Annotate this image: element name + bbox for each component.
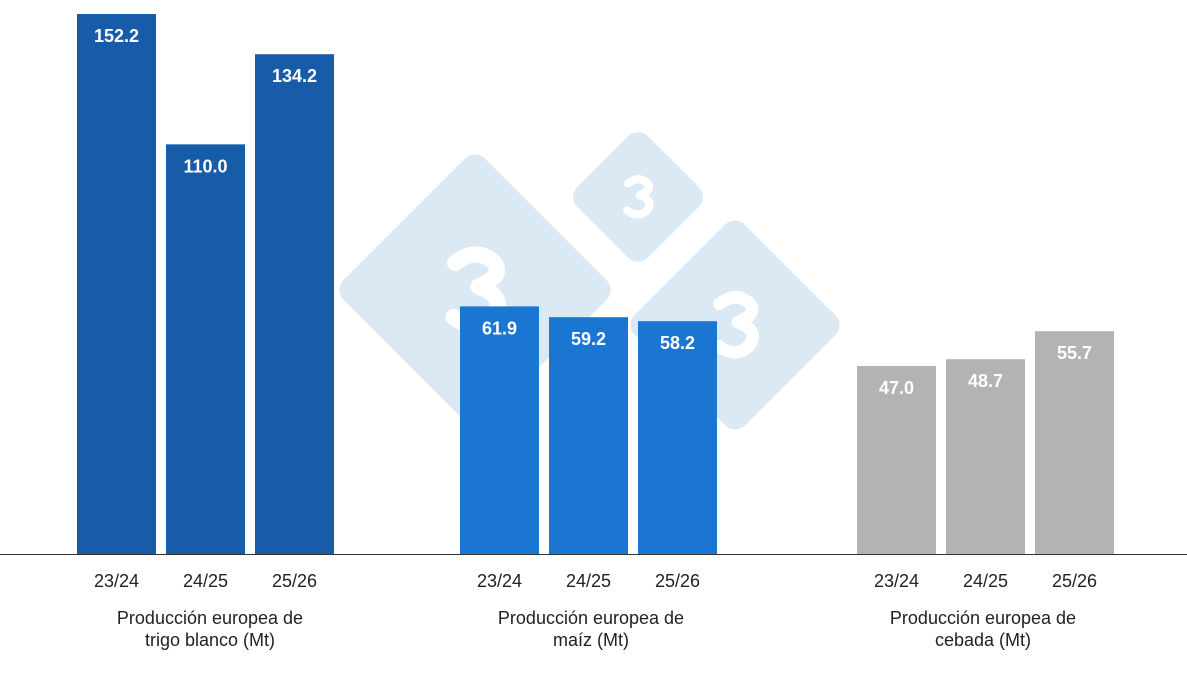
- tick-label: 23/24: [874, 571, 919, 591]
- bar: [77, 14, 156, 554]
- group-label-line: trigo blanco (Mt): [144, 630, 276, 650]
- watermark-digit-three: [711, 291, 759, 359]
- group-label-cebada: Producción europea de cebada (Mt): [833, 607, 1133, 651]
- watermark-digit-three: [623, 175, 654, 219]
- tick-label: 25/26: [1052, 571, 1097, 591]
- tick-label: 25/26: [655, 571, 700, 591]
- data-label: 152.2: [94, 26, 139, 46]
- bar: [255, 54, 334, 554]
- bar: [857, 366, 936, 554]
- bar: [638, 321, 717, 554]
- tick-label: 24/25: [183, 571, 228, 591]
- group-label-line: Producción europea de: [497, 608, 685, 628]
- data-label: 47.0: [879, 378, 914, 398]
- group-label-trigo: Producción europea de trigo blanco (Mt): [60, 607, 360, 651]
- data-label: 55.7: [1057, 343, 1092, 363]
- group-label-line: maíz (Mt): [553, 630, 629, 650]
- data-label: 59.2: [571, 329, 606, 349]
- bar: [166, 144, 245, 554]
- group-label-maiz: Producción europea de maíz (Mt): [441, 607, 741, 651]
- tick-label: 24/25: [566, 571, 611, 591]
- data-label: 110.0: [183, 156, 227, 176]
- data-label: 48.7: [968, 371, 1003, 391]
- bar: [946, 359, 1025, 554]
- tick-label: 24/25: [963, 571, 1008, 591]
- bar: [1035, 331, 1114, 554]
- tick-label: 25/26: [272, 571, 317, 591]
- group-label-line: cebada (Mt): [934, 630, 1032, 650]
- data-label: 61.9: [482, 318, 517, 338]
- data-label: 134.2: [272, 66, 317, 86]
- tick-label: 23/24: [477, 571, 522, 591]
- bar: [549, 317, 628, 554]
- tick-label: 23/24: [94, 571, 139, 591]
- bar: [460, 306, 539, 554]
- data-label: 58.2: [660, 333, 695, 353]
- group-label-line: Producción europea de: [116, 608, 304, 628]
- group-label-line: Producción europea de: [889, 608, 1077, 628]
